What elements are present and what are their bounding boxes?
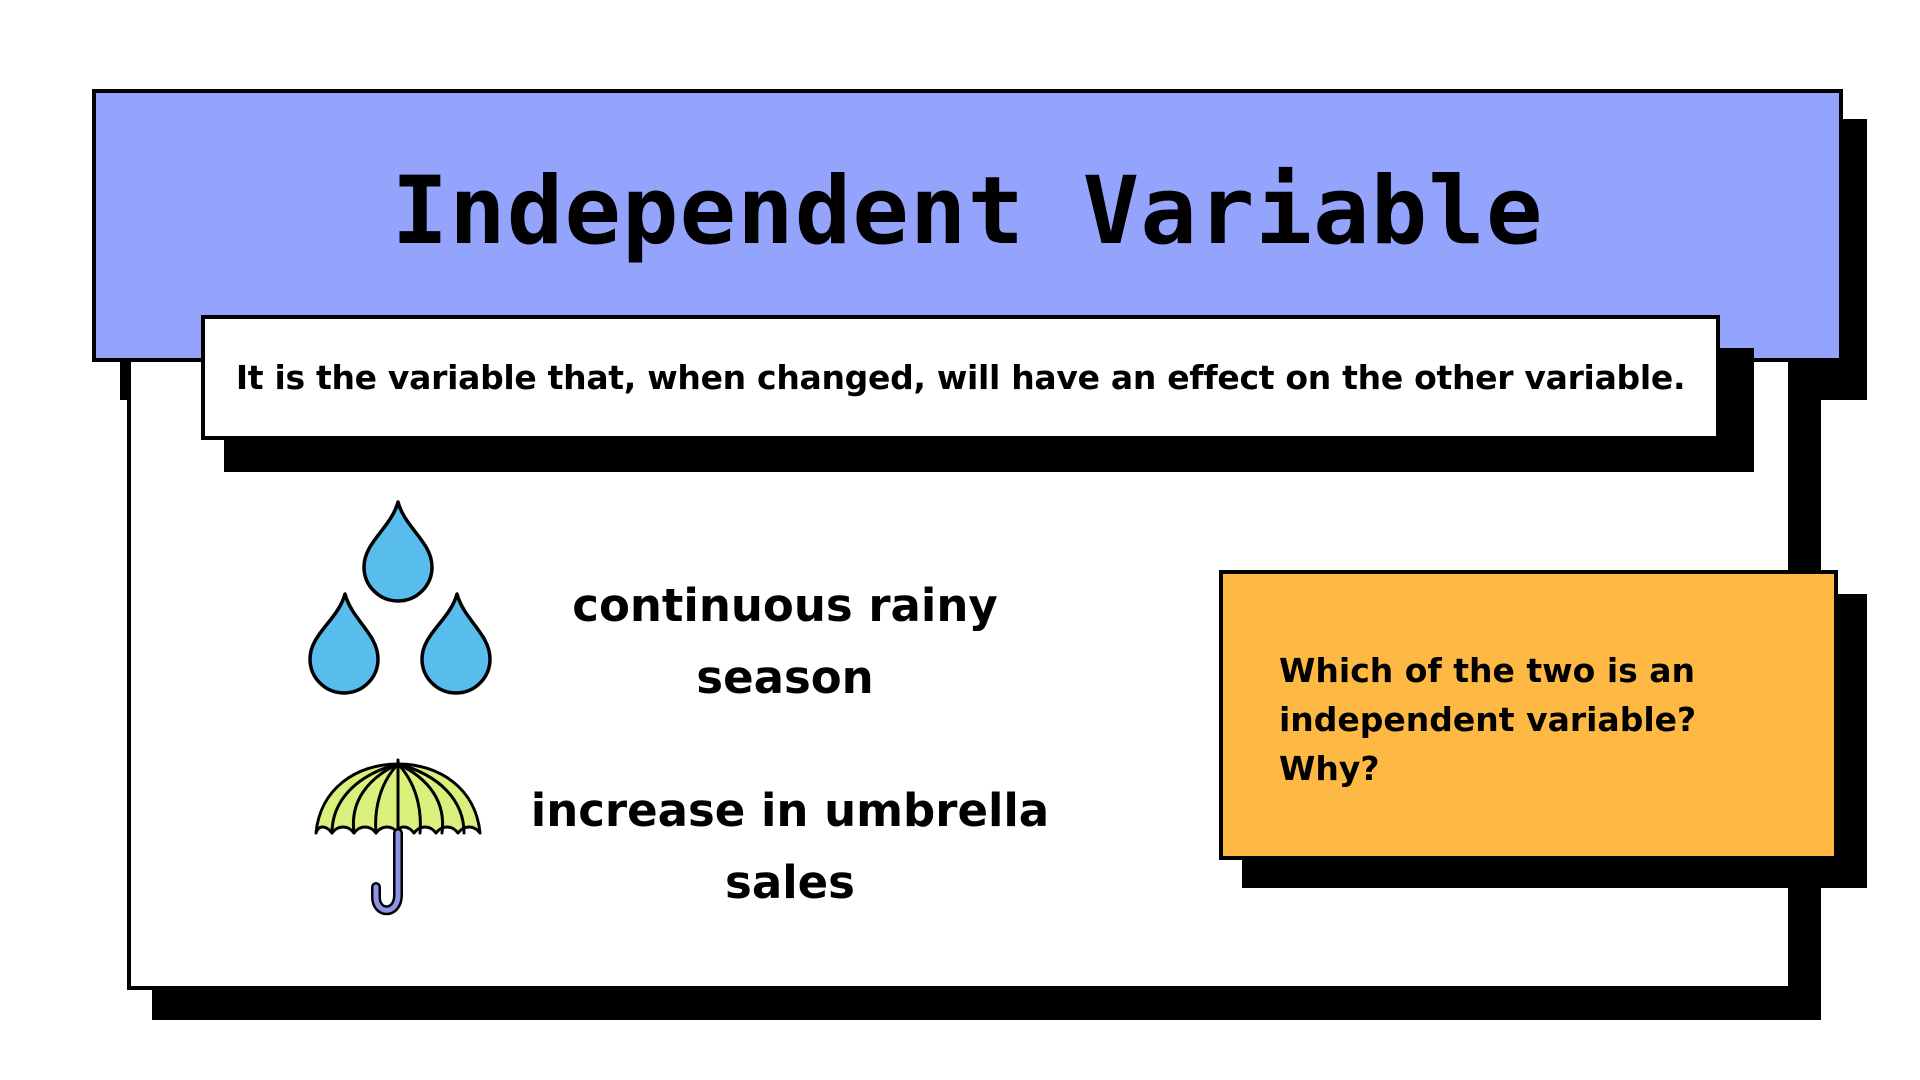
question-line: independent variable? bbox=[1279, 700, 1697, 739]
question-text: Which of the two is an independent varia… bbox=[1279, 646, 1778, 793]
example-label-line: season bbox=[696, 651, 874, 704]
example-item-rain: continuous rainy season bbox=[520, 570, 1050, 714]
definition-box: It is the variable that, when changed, w… bbox=[201, 315, 1720, 440]
example-label-line: increase in umbrella bbox=[530, 784, 1050, 837]
question-box: Which of the two is an independent varia… bbox=[1219, 570, 1838, 860]
question-line: Which of the two is an bbox=[1279, 651, 1696, 690]
example-label-line: continuous rainy bbox=[572, 579, 998, 632]
example-label-line: sales bbox=[725, 856, 855, 909]
question-line: Why? bbox=[1279, 749, 1380, 788]
definition-text: It is the variable that, when changed, w… bbox=[235, 358, 1686, 397]
example-item-umbrella: increase in umbrella sales bbox=[505, 775, 1075, 919]
raindrops-icon bbox=[308, 500, 492, 695]
page-title: Independent Variable bbox=[391, 157, 1544, 266]
umbrella-icon bbox=[314, 758, 482, 916]
